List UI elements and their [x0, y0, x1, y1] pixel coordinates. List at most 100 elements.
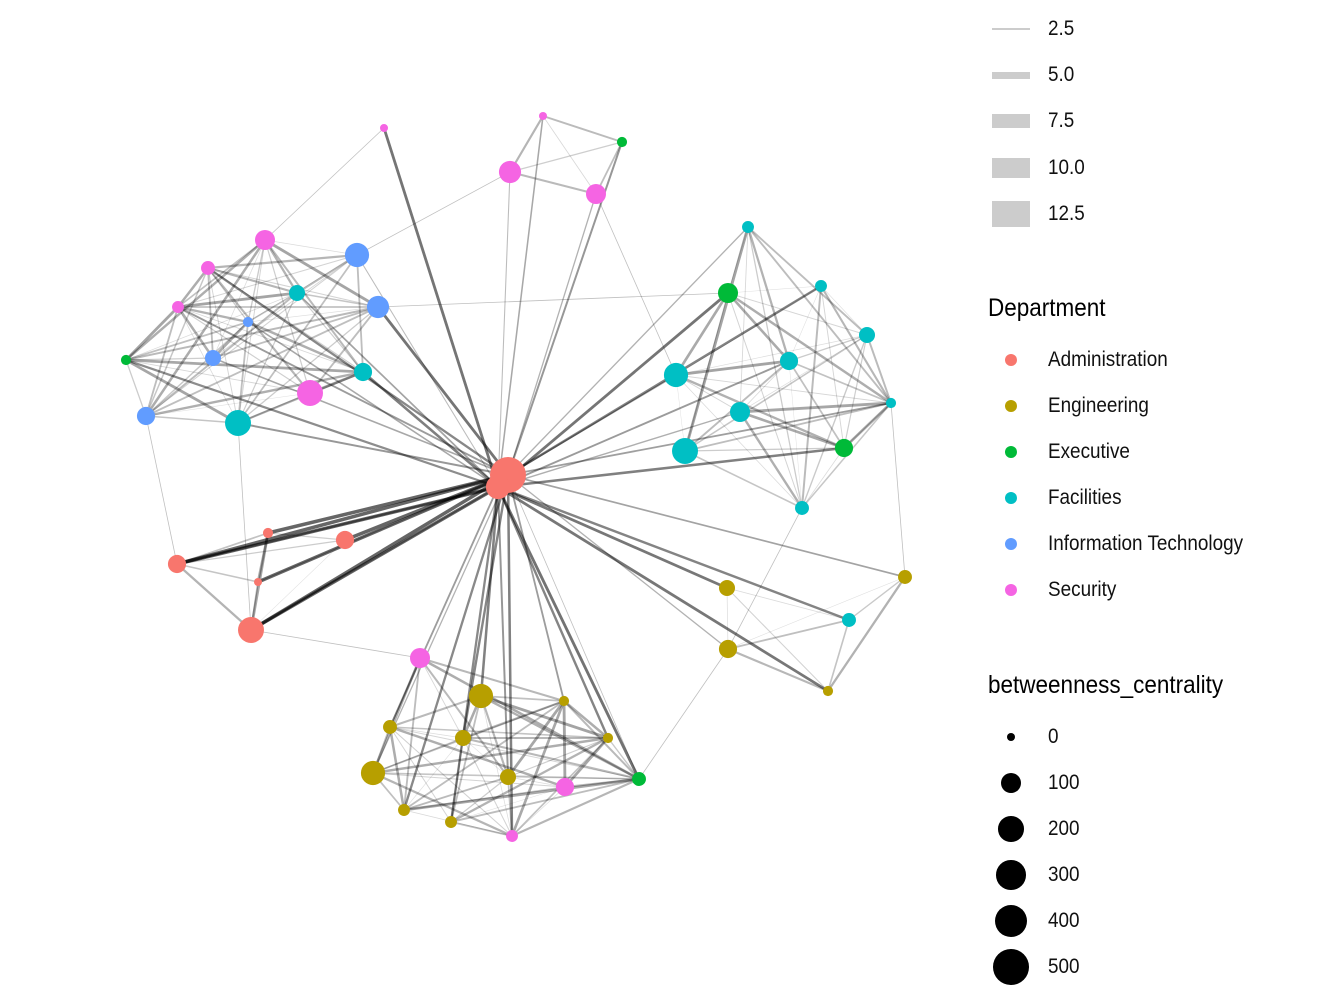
edge — [247, 321, 499, 488]
node-facilities — [353, 362, 373, 382]
edge — [738, 410, 846, 450]
edge — [507, 474, 640, 780]
department-color-dot — [1005, 354, 1017, 366]
edge — [788, 285, 822, 362]
node-security — [539, 112, 547, 120]
edge — [683, 225, 750, 453]
edge — [675, 285, 822, 376]
node-engineering — [499, 768, 517, 786]
edge — [124, 358, 240, 425]
edge — [125, 321, 249, 361]
node-facilities — [225, 410, 251, 436]
legend-label: Engineering — [1048, 394, 1149, 417]
edge — [206, 266, 312, 395]
edge — [562, 699, 641, 781]
edge — [250, 539, 346, 631]
edge — [403, 776, 509, 811]
legend-edge-weight-item: 10.0 — [980, 153, 1340, 183]
edge — [212, 357, 509, 476]
legend-label: Executive — [1048, 440, 1130, 463]
edge-width-key — [992, 28, 1030, 30]
legend-betweenness-title: betweenness_centrality — [988, 671, 1224, 699]
edge — [124, 358, 500, 489]
node-security — [585, 183, 607, 205]
node-executive — [717, 282, 739, 304]
edge — [726, 291, 893, 405]
edge — [450, 786, 566, 823]
node-engineering — [602, 732, 614, 744]
edge — [479, 485, 500, 698]
edge — [206, 266, 299, 295]
edge — [848, 576, 906, 621]
edge — [247, 239, 266, 323]
edge — [450, 737, 464, 823]
edge — [247, 292, 298, 323]
node-facilities — [858, 326, 876, 344]
edge — [479, 694, 510, 779]
edge — [144, 238, 267, 418]
node-security — [506, 830, 518, 842]
edge — [820, 285, 868, 336]
edge-width-key — [992, 158, 1030, 178]
size-key-dot — [1007, 733, 1015, 741]
legend-label: Information Technology — [1048, 532, 1244, 555]
edge — [450, 695, 482, 823]
edge — [264, 239, 311, 394]
legend-betweenness-item: 500 — [980, 949, 1340, 985]
node-information-technology — [242, 316, 254, 328]
edge — [788, 360, 803, 509]
edge — [389, 726, 609, 739]
edge — [175, 562, 253, 632]
edge — [206, 253, 359, 270]
edge — [207, 267, 239, 424]
edge — [125, 359, 147, 417]
edge — [389, 695, 482, 728]
edge — [866, 334, 892, 404]
edge — [496, 485, 851, 622]
edge — [480, 695, 513, 837]
node-engineering — [468, 683, 494, 709]
edge — [684, 450, 803, 509]
node-facilities — [729, 401, 751, 423]
edge — [510, 777, 641, 838]
edge — [506, 284, 823, 477]
legend-label: 100 — [1048, 771, 1080, 794]
edge-width-key — [992, 71, 1030, 79]
edge — [801, 285, 822, 509]
edge — [176, 305, 250, 324]
edge — [449, 485, 500, 824]
edge — [246, 320, 365, 374]
legend-edge-weight-item: 5.0 — [980, 60, 1340, 90]
edge — [509, 141, 623, 173]
edge — [176, 266, 210, 309]
edge — [450, 778, 640, 823]
edge — [727, 226, 749, 294]
edge — [388, 725, 567, 789]
edge — [237, 392, 311, 424]
department-color-dot — [1005, 538, 1017, 550]
legend-label: 0 — [1048, 725, 1059, 748]
edge — [496, 446, 846, 489]
edge — [389, 657, 421, 728]
node-information-technology — [344, 242, 370, 268]
size-key-dot — [994, 904, 1028, 938]
edge — [403, 786, 566, 811]
edge — [125, 292, 298, 361]
department-color-dot — [1005, 492, 1017, 504]
edge — [145, 254, 358, 417]
edge — [247, 306, 379, 323]
edge — [727, 507, 803, 650]
edge — [309, 306, 379, 394]
node-engineering — [360, 760, 386, 786]
edge — [739, 334, 868, 413]
edge — [739, 360, 790, 413]
edge — [175, 485, 500, 566]
edge — [511, 786, 566, 837]
legend-label: 400 — [1048, 909, 1080, 932]
node-engineering — [445, 816, 457, 828]
edge — [496, 291, 730, 489]
edge — [237, 422, 509, 476]
edge — [403, 737, 464, 811]
edge — [264, 127, 385, 241]
legend-label: 500 — [1048, 955, 1080, 978]
